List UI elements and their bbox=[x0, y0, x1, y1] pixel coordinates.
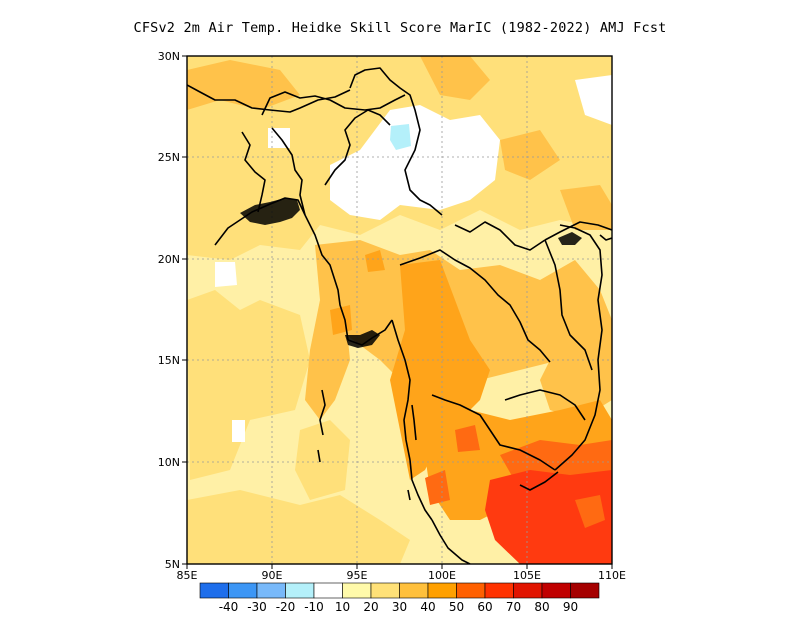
field-very-hot-2 bbox=[455, 425, 480, 452]
colorbar-swatch-0 bbox=[199, 582, 229, 599]
border-myanmar-thailand bbox=[391, 319, 411, 461]
colorbar-label-8: 50 bbox=[449, 600, 464, 614]
colorbar: -40 -30 -20 -10 10 20 30 40 50 60 70 80 90 bbox=[199, 582, 600, 614]
x-tick-labels: 85E 90E 95E 100E 105E 110E bbox=[177, 569, 626, 582]
colorbar-swatch-10 bbox=[484, 582, 514, 599]
field-north-warm-3 bbox=[500, 130, 560, 180]
border-myanmar-china bbox=[324, 109, 391, 186]
colorbar-label-10: 70 bbox=[506, 600, 521, 614]
coast-tenasserim bbox=[409, 459, 433, 521]
islands-andaman-2 bbox=[317, 449, 321, 463]
field-white-w2 bbox=[268, 128, 290, 148]
border-bd-myanmar bbox=[271, 127, 306, 216]
colorbar-label-12: 90 bbox=[563, 600, 578, 614]
colorbar-swatch-13 bbox=[570, 582, 600, 599]
field-north-warm-2 bbox=[420, 56, 490, 100]
border-myanmar-north bbox=[349, 67, 443, 216]
field-bay-moderate bbox=[187, 290, 310, 480]
border-thai-laos bbox=[399, 249, 551, 363]
x-tick-label-110: 110E bbox=[598, 569, 626, 582]
colorbar-swatch-8 bbox=[427, 582, 457, 599]
field-white-w1 bbox=[215, 262, 237, 287]
field-hot-spot-1 bbox=[365, 250, 385, 272]
coast-vietnam bbox=[554, 224, 603, 471]
coast-hainan bbox=[599, 234, 612, 241]
border-bhutan-india bbox=[261, 91, 406, 116]
colorbar-label-4: 10 bbox=[335, 600, 350, 614]
colorbar-swatch-4 bbox=[313, 582, 343, 599]
y-tick-label-20: 20N bbox=[158, 253, 180, 266]
x-tick-label-100: 100E bbox=[428, 569, 456, 582]
x-tick-label-95: 95E bbox=[347, 569, 368, 582]
x-tick-label-85: 85E bbox=[177, 569, 198, 582]
coast-myanmar-west bbox=[304, 214, 349, 341]
delta-red-river bbox=[558, 232, 582, 245]
field-north-warm-4 bbox=[560, 185, 612, 230]
colorbar-label-2: -20 bbox=[276, 600, 296, 614]
y-tick-label-15: 15N bbox=[158, 354, 180, 367]
islands-andaman-1 bbox=[319, 389, 326, 436]
x-tick-label-90: 90E bbox=[262, 569, 283, 582]
tick-marks bbox=[182, 55, 613, 569]
colorbar-label-9: 60 bbox=[477, 600, 492, 614]
field-bay-south bbox=[187, 490, 410, 564]
colorbar-swatch-3 bbox=[285, 582, 315, 599]
y-tick-label-30: 30N bbox=[158, 50, 180, 63]
colorbar-label-0: -40 bbox=[219, 600, 239, 614]
x-tick-label-105: 105E bbox=[513, 569, 541, 582]
coast-gulf-thailand bbox=[431, 394, 556, 471]
field-extreme-se bbox=[485, 470, 612, 564]
y-tick-label-10: 10N bbox=[158, 456, 180, 469]
y-tick-label-25: 25N bbox=[158, 151, 180, 164]
plot-frame bbox=[186, 55, 613, 565]
colorbar-label-1: -30 bbox=[247, 600, 267, 614]
delta-irrawaddy bbox=[345, 330, 380, 348]
border-laos-china bbox=[454, 221, 546, 251]
y-tick-labels: 5N 10N 15N 20N 25N 30N bbox=[158, 50, 180, 571]
field-very-hot-1 bbox=[425, 470, 450, 505]
border-bangladesh bbox=[241, 131, 266, 213]
colorbar-swatch-9 bbox=[456, 582, 486, 599]
colorbar-swatch-1 bbox=[228, 582, 258, 599]
field-white-tibet bbox=[330, 105, 500, 220]
field-very-hot-4 bbox=[575, 495, 605, 528]
delta-shading bbox=[240, 198, 582, 348]
colorbar-label-5: 20 bbox=[363, 600, 378, 614]
border-vietnam-laos bbox=[544, 239, 593, 371]
colorbar-swatch-11 bbox=[513, 582, 543, 599]
colorbar-label-11: 80 bbox=[534, 600, 549, 614]
coast-mekong bbox=[519, 471, 559, 491]
gridlines bbox=[187, 56, 612, 564]
field-bay-east bbox=[295, 420, 350, 500]
field-neg-patch bbox=[390, 124, 411, 150]
delta-ganges bbox=[240, 198, 300, 225]
border-cambodia bbox=[504, 389, 586, 421]
coast-china-south bbox=[544, 221, 612, 241]
coast-malay-peninsula bbox=[431, 519, 471, 564]
colorbar-swatch-7 bbox=[399, 582, 429, 599]
field-white-ne bbox=[575, 75, 612, 125]
skill-score-field bbox=[187, 56, 612, 564]
colorbar-label-3: -10 bbox=[304, 600, 324, 614]
colorbar-swatch-6 bbox=[370, 582, 400, 599]
y-tick-label-5: 5N bbox=[165, 558, 180, 571]
colorbar-label-7: 40 bbox=[420, 600, 435, 614]
colorbar-swatch-2 bbox=[256, 582, 286, 599]
chart-title: CFSv2 2m Air Temp. Heidke Skill Score Ma… bbox=[133, 20, 667, 36]
colorbar-swatch-5 bbox=[342, 582, 372, 599]
islands-coastal-2 bbox=[411, 404, 417, 441]
colorbar-swatch-12 bbox=[541, 582, 571, 599]
islands-coastal-1 bbox=[407, 489, 411, 501]
field-white-w3 bbox=[232, 420, 245, 442]
colorbar-label-6: 30 bbox=[392, 600, 407, 614]
